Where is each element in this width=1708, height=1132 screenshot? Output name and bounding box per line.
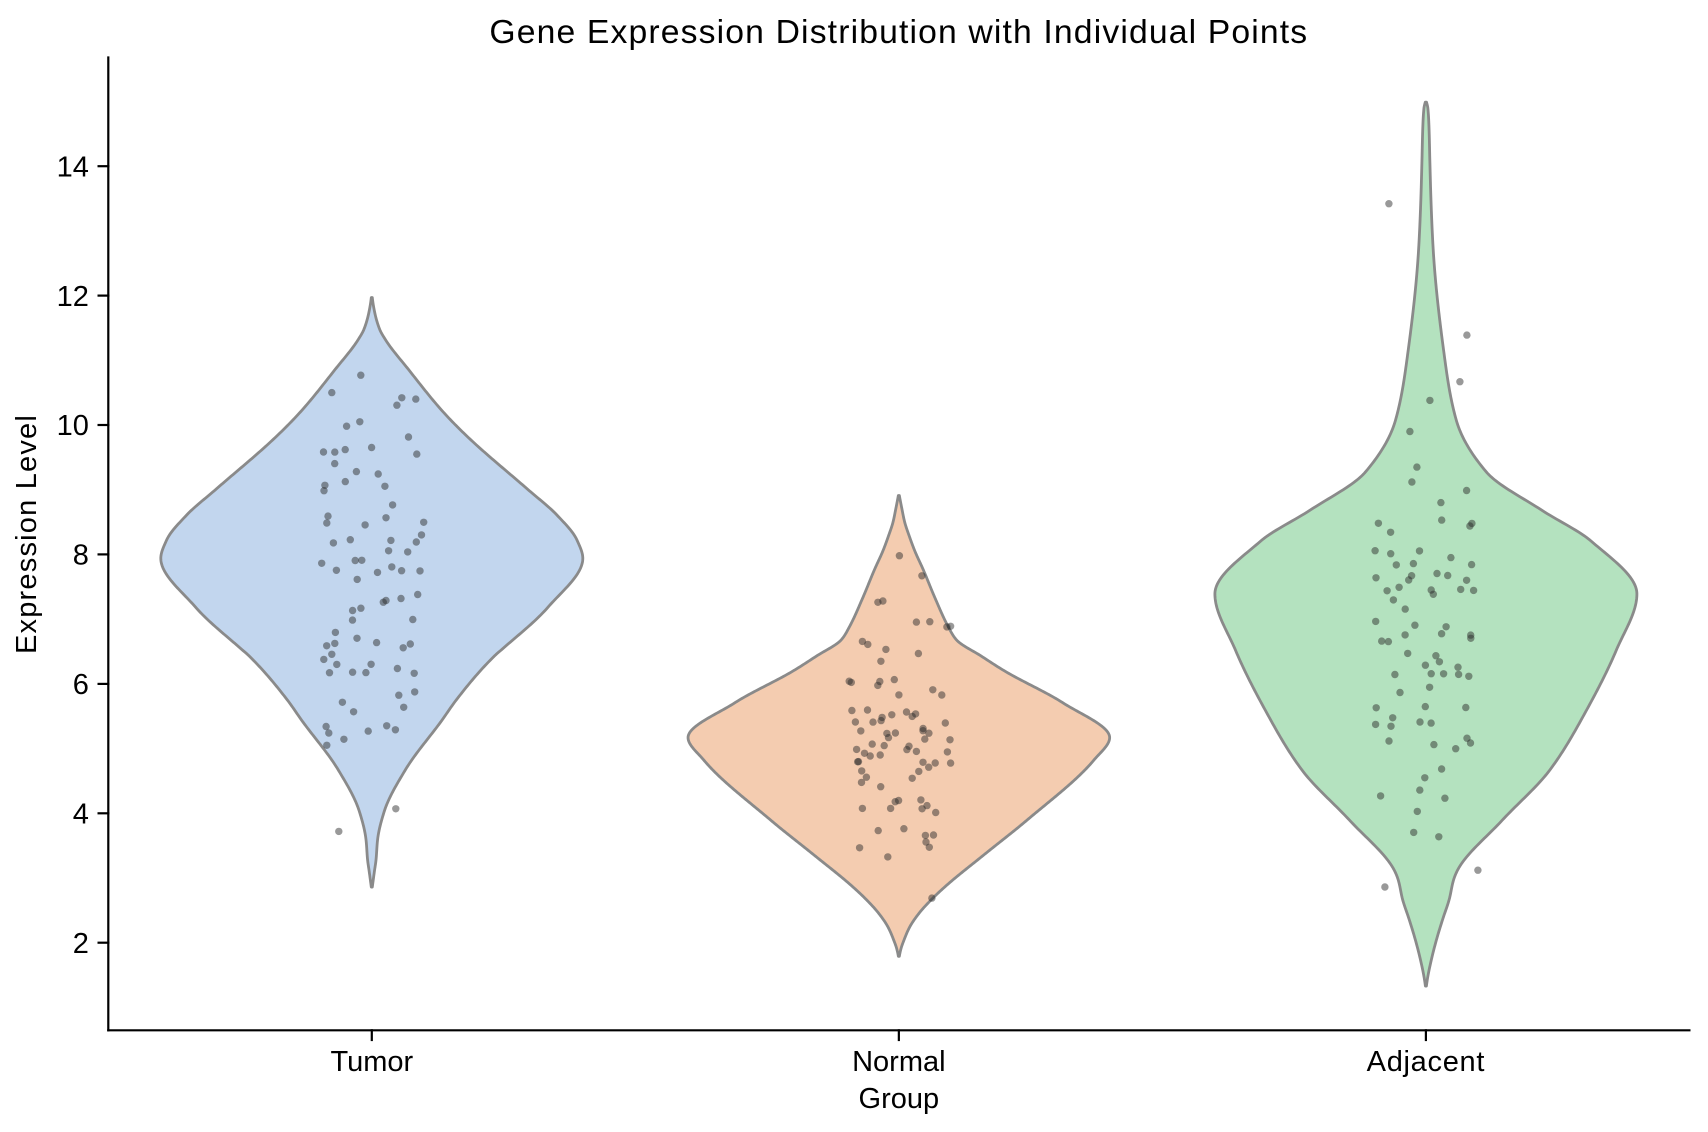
- svg-text:Adjacent: Adjacent: [1367, 1046, 1485, 1078]
- svg-text:2: 2: [73, 928, 89, 960]
- svg-text:Tumor: Tumor: [330, 1046, 413, 1078]
- svg-text:4: 4: [73, 799, 89, 831]
- svg-text:6: 6: [73, 669, 89, 701]
- svg-text:14: 14: [57, 151, 89, 183]
- svg-text:Expression Level: Expression Level: [11, 414, 43, 654]
- svg-text:10: 10: [57, 410, 89, 442]
- svg-text:Group: Group: [859, 1083, 940, 1115]
- svg-text:Normal: Normal: [852, 1046, 945, 1078]
- svg-text:Gene Expression Distribution w: Gene Expression Distribution with Indivi…: [489, 13, 1308, 51]
- svg-text:12: 12: [57, 281, 89, 313]
- svg-text:8: 8: [73, 540, 89, 572]
